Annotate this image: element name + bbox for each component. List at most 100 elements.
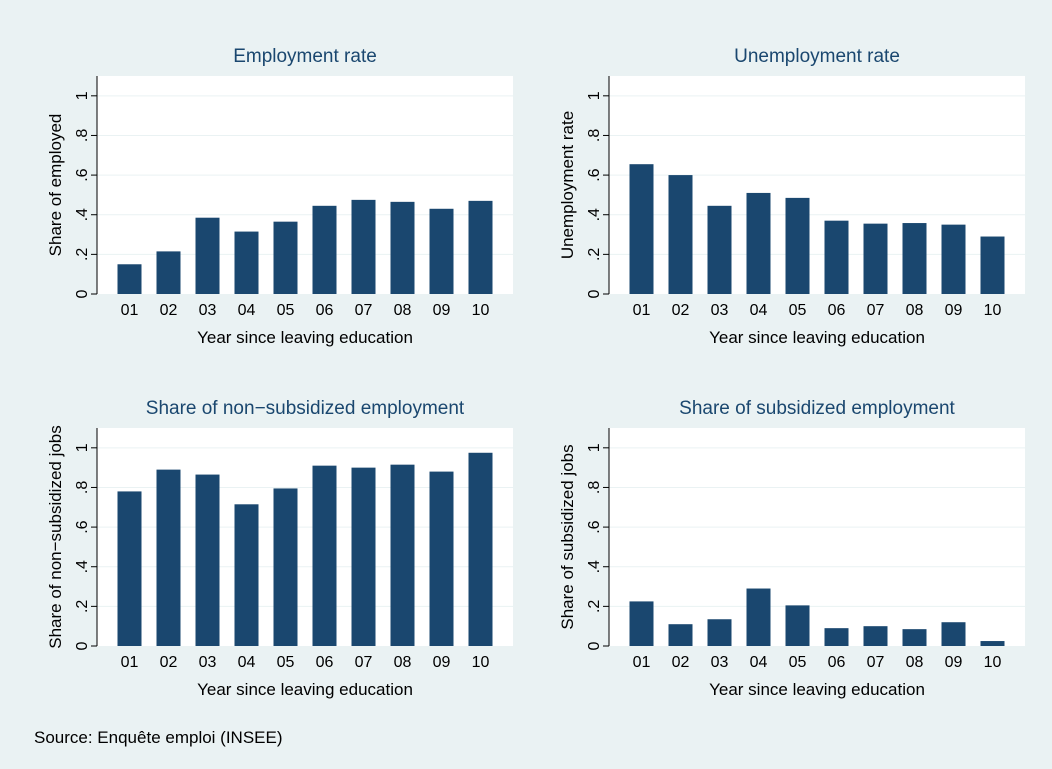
chart-panel-2: 0 .2 .4 .6 .8 1 01 02 03 04 05 06 07 08 09 10 Year since… bbox=[558, 46, 1025, 347]
x-tick-label: 10 bbox=[472, 654, 490, 671]
source-note: Source: Enquête emploi (INSEE) bbox=[34, 728, 283, 747]
x-axis-title: Year since leaving education bbox=[197, 328, 413, 347]
y-tick-label: 0 bbox=[586, 289, 603, 298]
bar bbox=[941, 224, 966, 294]
x-axis-title: Year since leaving education bbox=[709, 328, 925, 347]
x-tick-label: 05 bbox=[789, 654, 807, 671]
bar bbox=[156, 469, 181, 646]
bar bbox=[117, 491, 142, 646]
x-tick-label: 08 bbox=[906, 302, 924, 319]
x-tick-label: 10 bbox=[984, 302, 1002, 319]
y-tick-label: .6 bbox=[74, 168, 91, 181]
y-tick-label: .4 bbox=[586, 208, 603, 221]
x-tick-label: 10 bbox=[984, 654, 1002, 671]
bar bbox=[902, 223, 927, 294]
x-tick-label: 05 bbox=[277, 654, 295, 671]
x-tick-label: 08 bbox=[394, 654, 412, 671]
bar bbox=[117, 264, 142, 294]
x-tick-label: 06 bbox=[316, 654, 334, 671]
y-tick-label: 0 bbox=[74, 641, 91, 650]
x-tick-label: 07 bbox=[355, 302, 373, 319]
x-tick-label: 01 bbox=[633, 654, 651, 671]
bar bbox=[195, 217, 220, 294]
y-tick-label: 0 bbox=[586, 641, 603, 650]
bar bbox=[668, 175, 693, 294]
x-tick-label: 10 bbox=[472, 302, 490, 319]
y-tick-label: .6 bbox=[586, 520, 603, 533]
bar bbox=[668, 624, 693, 646]
bar bbox=[824, 628, 849, 646]
y-tick-label: .2 bbox=[586, 248, 603, 261]
bar bbox=[746, 588, 771, 646]
plot-area bbox=[609, 428, 1025, 646]
y-axis-title: Share of subsidized jobs bbox=[558, 444, 577, 629]
x-tick-label: 09 bbox=[945, 302, 963, 319]
bar bbox=[234, 504, 259, 646]
bar bbox=[156, 251, 181, 294]
y-tick-label: 0 bbox=[74, 289, 91, 298]
y-axis-title: Share of non−subsidized jobs bbox=[46, 425, 65, 649]
bar bbox=[234, 231, 259, 294]
bar bbox=[980, 236, 1005, 294]
x-tick-label: 09 bbox=[433, 302, 451, 319]
x-tick-label: 02 bbox=[672, 302, 690, 319]
y-tick-label: 1 bbox=[586, 91, 603, 100]
bar bbox=[707, 619, 732, 646]
x-tick-label: 07 bbox=[867, 302, 885, 319]
x-tick-label: 01 bbox=[121, 302, 139, 319]
x-tick-label: 08 bbox=[394, 302, 412, 319]
bar bbox=[824, 220, 849, 294]
y-tick-label: .8 bbox=[74, 129, 91, 142]
y-tick-label: .2 bbox=[74, 600, 91, 613]
x-axis-title: Year since leaving education bbox=[197, 680, 413, 699]
x-tick-label: 09 bbox=[433, 654, 451, 671]
y-axis-title: Unemployment rate bbox=[558, 111, 577, 259]
bar bbox=[629, 164, 654, 294]
bar bbox=[980, 641, 1005, 646]
x-tick-label: 03 bbox=[199, 654, 217, 671]
bar bbox=[785, 605, 810, 646]
bar bbox=[863, 223, 888, 294]
y-tick-label: .4 bbox=[74, 560, 91, 573]
y-tick-label: .4 bbox=[586, 560, 603, 573]
x-tick-label: 01 bbox=[121, 654, 139, 671]
bar bbox=[195, 474, 220, 646]
x-tick-label: 03 bbox=[711, 654, 729, 671]
bar bbox=[390, 464, 415, 646]
bar bbox=[468, 200, 493, 294]
bar bbox=[707, 205, 732, 294]
bar bbox=[429, 471, 454, 646]
y-tick-label: .8 bbox=[586, 129, 603, 142]
x-tick-label: 06 bbox=[828, 302, 846, 319]
y-tick-label: 1 bbox=[74, 91, 91, 100]
y-tick-label: .6 bbox=[586, 168, 603, 181]
y-tick-label: .4 bbox=[74, 208, 91, 221]
y-tick-label: .8 bbox=[586, 481, 603, 494]
y-tick-label: 1 bbox=[586, 443, 603, 452]
x-axis-title: Year since leaving education bbox=[709, 680, 925, 699]
bar bbox=[273, 488, 298, 646]
x-tick-label: 05 bbox=[277, 302, 295, 319]
bar bbox=[351, 199, 376, 294]
x-tick-label: 06 bbox=[828, 654, 846, 671]
x-tick-label: 05 bbox=[789, 302, 807, 319]
x-tick-label: 04 bbox=[750, 302, 768, 319]
y-tick-label: 1 bbox=[74, 443, 91, 452]
bar bbox=[312, 205, 337, 294]
x-tick-label: 02 bbox=[160, 302, 178, 319]
x-tick-label: 04 bbox=[238, 654, 256, 671]
y-tick-label: .2 bbox=[74, 248, 91, 261]
chart-title: Employment rate bbox=[233, 46, 377, 67]
chart-title: Share of non−subsidized employment bbox=[146, 398, 465, 419]
x-tick-label: 04 bbox=[238, 302, 256, 319]
bar bbox=[468, 452, 493, 646]
bar bbox=[785, 197, 810, 294]
x-tick-label: 03 bbox=[199, 302, 217, 319]
x-tick-label: 03 bbox=[711, 302, 729, 319]
chart-title: Share of subsidized employment bbox=[679, 398, 955, 419]
bar bbox=[273, 221, 298, 294]
x-tick-label: 08 bbox=[906, 654, 924, 671]
bar bbox=[351, 467, 376, 646]
x-tick-label: 01 bbox=[633, 302, 651, 319]
